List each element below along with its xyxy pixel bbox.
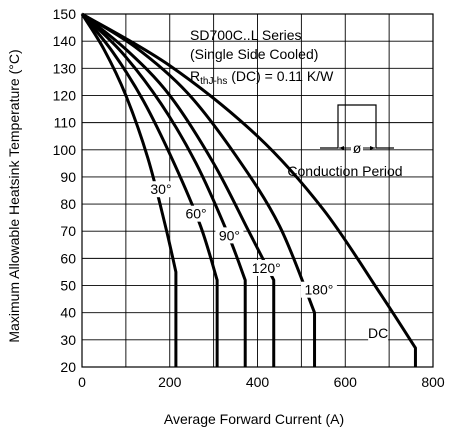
rth-subscript: thJ-hs xyxy=(200,76,227,87)
y-tick-label: 100 xyxy=(53,142,77,158)
y-tick-label: 20 xyxy=(60,359,76,375)
title-line-2: (Single Side Cooled) xyxy=(190,46,318,62)
y-tick-label: 80 xyxy=(60,196,76,212)
series-label-bg xyxy=(368,325,389,342)
conduction-inset: ø Conduction Period xyxy=(287,104,403,179)
annotation-box: SD700C..L Series (Single Side Cooled) Rt… xyxy=(190,27,334,87)
arrow-head-right xyxy=(370,146,375,150)
series-line-60 xyxy=(80,13,219,367)
series-label-bg xyxy=(215,227,244,244)
series-label: 60° xyxy=(185,206,206,222)
conduction-waveform xyxy=(320,104,394,149)
curves xyxy=(80,12,417,367)
y-tick-label: 40 xyxy=(60,305,76,321)
series-label: 30° xyxy=(150,181,171,197)
rth-main: R xyxy=(190,68,200,84)
series-label-bg xyxy=(248,259,285,276)
rth-value: (DC) = 0.11 K/W xyxy=(227,68,334,84)
series-label: DC xyxy=(368,325,388,341)
x-tick-label: 0 xyxy=(78,374,86,390)
x-tick-label: 800 xyxy=(421,374,445,390)
plot-frame xyxy=(81,13,434,368)
series-labels: 30° 60° 90° 120° 180° DC xyxy=(146,181,389,342)
series-label-bg xyxy=(300,281,337,298)
y-tick-label: 90 xyxy=(60,169,76,185)
y-tick-labels: 20 30 40 50 60 70 80 90 100 110 120 130 140 150 xyxy=(53,6,77,375)
rth-label: RthJ-hs (DC) = 0.11 K/W xyxy=(190,68,334,87)
series-label: 90° xyxy=(219,227,240,243)
series-line-120 xyxy=(81,12,276,367)
series-line-DC xyxy=(81,12,417,367)
series-label: 120° xyxy=(252,260,281,276)
x-tick-label: 200 xyxy=(158,374,182,390)
series-label: 180° xyxy=(304,282,333,298)
y-tick-label: 140 xyxy=(53,33,77,49)
title-line-1: SD700C..L Series xyxy=(190,27,302,43)
x-tick-label: 400 xyxy=(246,374,270,390)
x-axis-label: Average Forward Current (A) xyxy=(164,411,344,427)
x-tick-label: 600 xyxy=(334,374,358,390)
y-tick-label: 30 xyxy=(60,332,76,348)
series-line-180 xyxy=(81,12,317,367)
series-line-30 xyxy=(80,13,178,367)
grid xyxy=(82,14,433,367)
conduction-period-label: Conduction Period xyxy=(287,163,402,179)
y-tick-label: 50 xyxy=(60,278,76,294)
y-tick-label: 70 xyxy=(60,223,76,239)
y-tick-label: 150 xyxy=(53,6,77,22)
phi-symbol: ø xyxy=(353,140,362,156)
y-tick-label: 60 xyxy=(60,250,76,266)
y-axis-label: Maximum Allowable Heatsink Temperature (… xyxy=(6,49,22,342)
symbol-bg xyxy=(351,140,363,156)
y-tick-label: 110 xyxy=(54,115,77,131)
series-label-bg xyxy=(146,181,175,198)
y-tick-label: 120 xyxy=(53,87,77,103)
arrow-head-left xyxy=(339,146,344,150)
series-label-bg xyxy=(182,205,211,222)
x-tick-labels: 0 200 400 600 800 xyxy=(78,374,445,390)
y-tick-label: 130 xyxy=(53,60,77,76)
